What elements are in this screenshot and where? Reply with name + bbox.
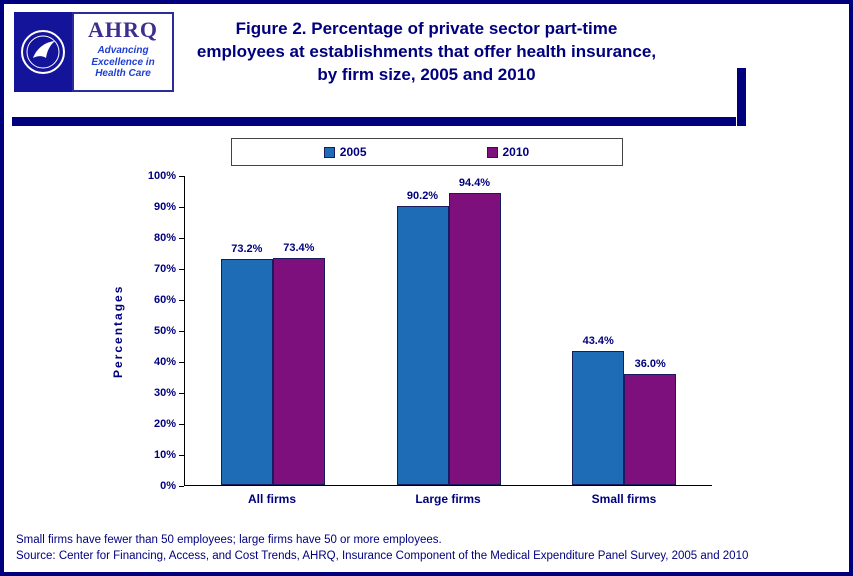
bar-value-label: 90.2%: [406, 190, 439, 203]
bar-group-small-firms: 43.4% 36.0%: [536, 176, 712, 485]
bar-wrap: 90.2%: [396, 176, 449, 485]
x-axis-labels: All firms Large firms Small firms: [184, 492, 712, 506]
header-rule: [12, 68, 746, 126]
y-tick-label: 30%: [154, 387, 184, 399]
y-tick-label: 80%: [154, 232, 184, 244]
legend: 2005 2010: [230, 138, 623, 166]
x-tick-label-large-firms: Large firms: [415, 492, 481, 506]
y-tick-label: 60%: [154, 294, 184, 306]
bar-2010-small-firms: [624, 373, 677, 485]
y-tick-label: 20%: [154, 418, 184, 430]
ahrq-tagline-line1: Advancing: [97, 45, 149, 56]
ahrq-tagline-line2: Excellence in: [91, 56, 155, 68]
bar-wrap: 73.4%: [272, 176, 325, 485]
bar-group-large-firms: 90.2% 94.4%: [361, 176, 537, 485]
bar-wrap: 43.4%: [572, 176, 625, 485]
bar-wrap: 73.2%: [220, 176, 273, 485]
bar-value-label: 73.2%: [231, 242, 263, 255]
bar-2010-all-firms: [272, 258, 325, 485]
legend-item-2010: 2010: [486, 145, 530, 159]
bar-2010-large-firms: [448, 193, 501, 485]
y-tick-label: 0%: [160, 480, 184, 492]
y-axis-ticks: 0% 10% 20% 30% 40% 50% 60% 70% 80% 90% 100%: [132, 170, 184, 492]
bar-2005-small-firms: [572, 350, 625, 485]
x-tick-label-small-firms: Small firms: [591, 492, 657, 506]
y-tick-label: 90%: [154, 201, 184, 213]
bar-value-label: 94.4%: [458, 177, 491, 190]
y-tick-label: 40%: [154, 356, 184, 368]
header: AHRQ Advancing Excellence in Health Care…: [12, 10, 841, 110]
y-axis-title: Percentages: [111, 284, 125, 378]
y-tick-label: 70%: [154, 263, 184, 275]
bar-value-label: 36.0%: [634, 357, 666, 370]
y-tick-label: 50%: [154, 325, 184, 337]
legend-label-2005: 2005: [339, 145, 367, 159]
header-rule-horizontal: [12, 117, 736, 126]
ahrq-tagline-line3: Health Care: [95, 68, 151, 79]
ahrq-logo-text: AHRQ: [88, 17, 158, 42]
legend-item-2005: 2005: [323, 145, 367, 159]
bar-value-label: 43.4%: [582, 334, 614, 347]
bar-wrap: 94.4%: [448, 176, 501, 485]
y-tick-label: 100%: [148, 170, 184, 182]
figure-title: Figure 2. Percentage of private sector p…: [196, 19, 657, 84]
hhs-seal-icon: [21, 30, 65, 74]
footer-note: Small firms have fewer than 50 employees…: [16, 533, 442, 546]
y-tick-label: 10%: [154, 449, 184, 461]
ahrq-tagline: Advancing Excellence in Health Care: [91, 45, 154, 80]
footer-source: Source: Center for Financing, Access, an…: [16, 549, 749, 562]
plot-area: 73.2% 73.4% 90.2% 94.4% 43.4% 36.0%: [184, 176, 712, 486]
legend-swatch-2010: [486, 146, 498, 158]
legend-swatch-2005: [323, 146, 335, 158]
bar-wrap: 36.0%: [624, 176, 677, 485]
bar-2005-all-firms: [220, 258, 273, 485]
bar-chart: 2005 2010 Percentages 0% 10% 20% 30% 40% 50% 60…: [12, 138, 841, 506]
bar-value-label: 73.4%: [283, 242, 315, 255]
bar-group-all-firms: 73.2% 73.4%: [185, 176, 361, 485]
footer: Small firms have fewer than 50 employees…: [16, 532, 748, 564]
ahrq-logo: AHRQ Advancing Excellence in Health Care: [72, 12, 174, 92]
x-tick-label-all-firms: All firms: [247, 492, 296, 506]
logo-block: AHRQ Advancing Excellence in Health Care: [14, 12, 174, 92]
hhs-logo-icon: [14, 12, 72, 92]
header-rule-vertical: [737, 68, 746, 126]
bar-2005-large-firms: [396, 206, 449, 485]
plot-row: Percentages 0% 10% 20% 30% 40% 50% 60% 70% 80% 90…: [104, 170, 841, 492]
legend-label-2010: 2010: [502, 145, 530, 159]
